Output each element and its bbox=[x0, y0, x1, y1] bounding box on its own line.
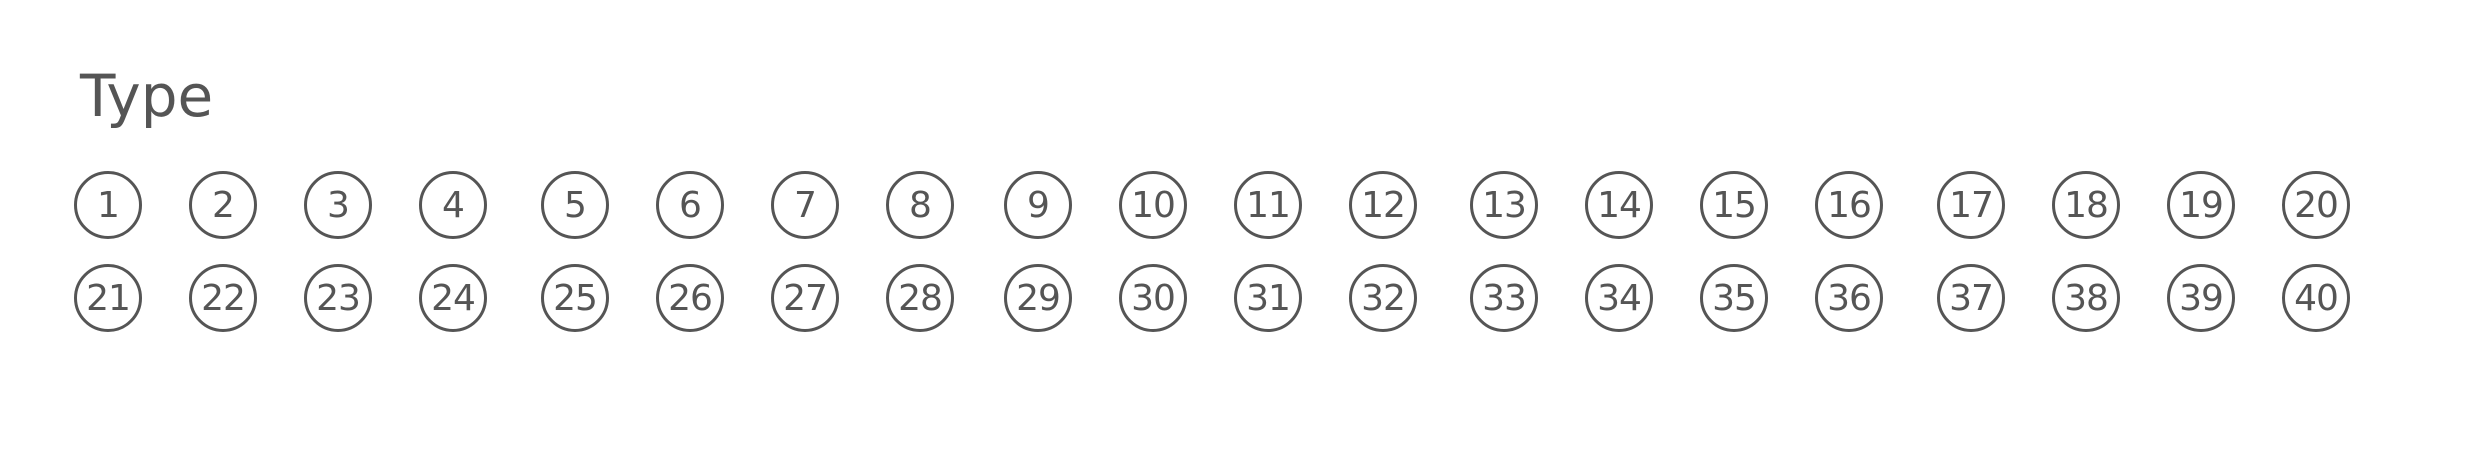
type-option-bubble[interactable]: 30 bbox=[1119, 264, 1187, 332]
type-option-bubble[interactable]: 31 bbox=[1234, 264, 1302, 332]
type-option-bubble[interactable]: 27 bbox=[771, 264, 839, 332]
type-option-bubble[interactable]: 20 bbox=[2282, 171, 2350, 239]
type-option-bubble[interactable]: 28 bbox=[886, 264, 954, 332]
type-option-bubble[interactable]: 15 bbox=[1700, 171, 1768, 239]
type-option-bubble[interactable]: 39 bbox=[2167, 264, 2235, 332]
type-option-bubble[interactable]: 29 bbox=[1004, 264, 1072, 332]
type-option-bubble[interactable]: 8 bbox=[886, 171, 954, 239]
type-option-bubble[interactable]: 36 bbox=[1815, 264, 1883, 332]
type-option-bubble[interactable]: 22 bbox=[189, 264, 257, 332]
type-option-bubble[interactable]: 37 bbox=[1937, 264, 2005, 332]
type-option-bubble[interactable]: 32 bbox=[1349, 264, 1417, 332]
type-option-bubble[interactable]: 24 bbox=[419, 264, 487, 332]
type-option-bubble[interactable]: 13 bbox=[1470, 171, 1538, 239]
type-option-bubble[interactable]: 35 bbox=[1700, 264, 1768, 332]
type-option-bubble[interactable]: 7 bbox=[771, 171, 839, 239]
type-option-bubble[interactable]: 2 bbox=[189, 171, 257, 239]
type-option-bubble[interactable]: 10 bbox=[1119, 171, 1187, 239]
type-option-bubble[interactable]: 9 bbox=[1004, 171, 1072, 239]
type-option-bubble[interactable]: 1 bbox=[74, 171, 142, 239]
type-option-bubble[interactable]: 19 bbox=[2167, 171, 2235, 239]
type-heading: Type bbox=[80, 62, 214, 130]
type-option-bubble[interactable]: 38 bbox=[2052, 264, 2120, 332]
type-option-bubble[interactable]: 21 bbox=[74, 264, 142, 332]
type-option-bubble[interactable]: 18 bbox=[2052, 171, 2120, 239]
type-option-bubble[interactable]: 4 bbox=[419, 171, 487, 239]
type-option-bubble[interactable]: 40 bbox=[2282, 264, 2350, 332]
type-option-bubble[interactable]: 5 bbox=[541, 171, 609, 239]
type-option-bubble[interactable]: 23 bbox=[304, 264, 372, 332]
type-option-bubble[interactable]: 12 bbox=[1349, 171, 1417, 239]
type-option-bubble[interactable]: 14 bbox=[1585, 171, 1653, 239]
type-option-bubble[interactable]: 3 bbox=[304, 171, 372, 239]
type-option-bubble[interactable]: 25 bbox=[541, 264, 609, 332]
type-option-bubble[interactable]: 11 bbox=[1234, 171, 1302, 239]
type-option-bubble[interactable]: 33 bbox=[1470, 264, 1538, 332]
type-option-bubble[interactable]: 16 bbox=[1815, 171, 1883, 239]
type-option-bubble[interactable]: 17 bbox=[1937, 171, 2005, 239]
type-option-bubble[interactable]: 34 bbox=[1585, 264, 1653, 332]
type-option-bubble[interactable]: 26 bbox=[656, 264, 724, 332]
type-option-bubble[interactable]: 6 bbox=[656, 171, 724, 239]
